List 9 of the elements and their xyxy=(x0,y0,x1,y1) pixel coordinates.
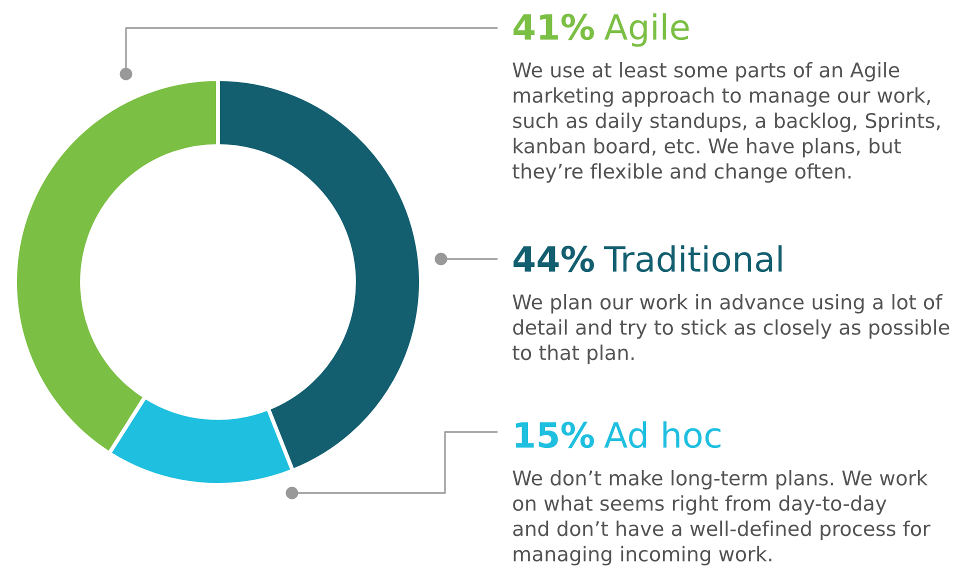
slice-label: Ad hoc xyxy=(604,421,720,448)
slice-label: Traditional xyxy=(604,245,782,272)
text: We plan our work in advance using a lot of detail and try to stick as closely as possible to that plan. xyxy=(512,294,950,364)
data-label: 44% xyxy=(514,246,594,272)
text: We use at least some parts of an Agile marketing approach to manage our work, such as daily standups, a backlog, Sprints, kanban board, etc. We have plans, but they’re flexible and change often. xyxy=(512,62,940,183)
data-label: 41% xyxy=(514,14,594,40)
slice-label: Agile xyxy=(604,13,689,47)
data-label: 15% xyxy=(516,422,594,448)
text: We don’t make long-term plans. We work on what seems right from day-to-day and don’t have a well-defined process for managing incoming work. xyxy=(512,470,930,566)
